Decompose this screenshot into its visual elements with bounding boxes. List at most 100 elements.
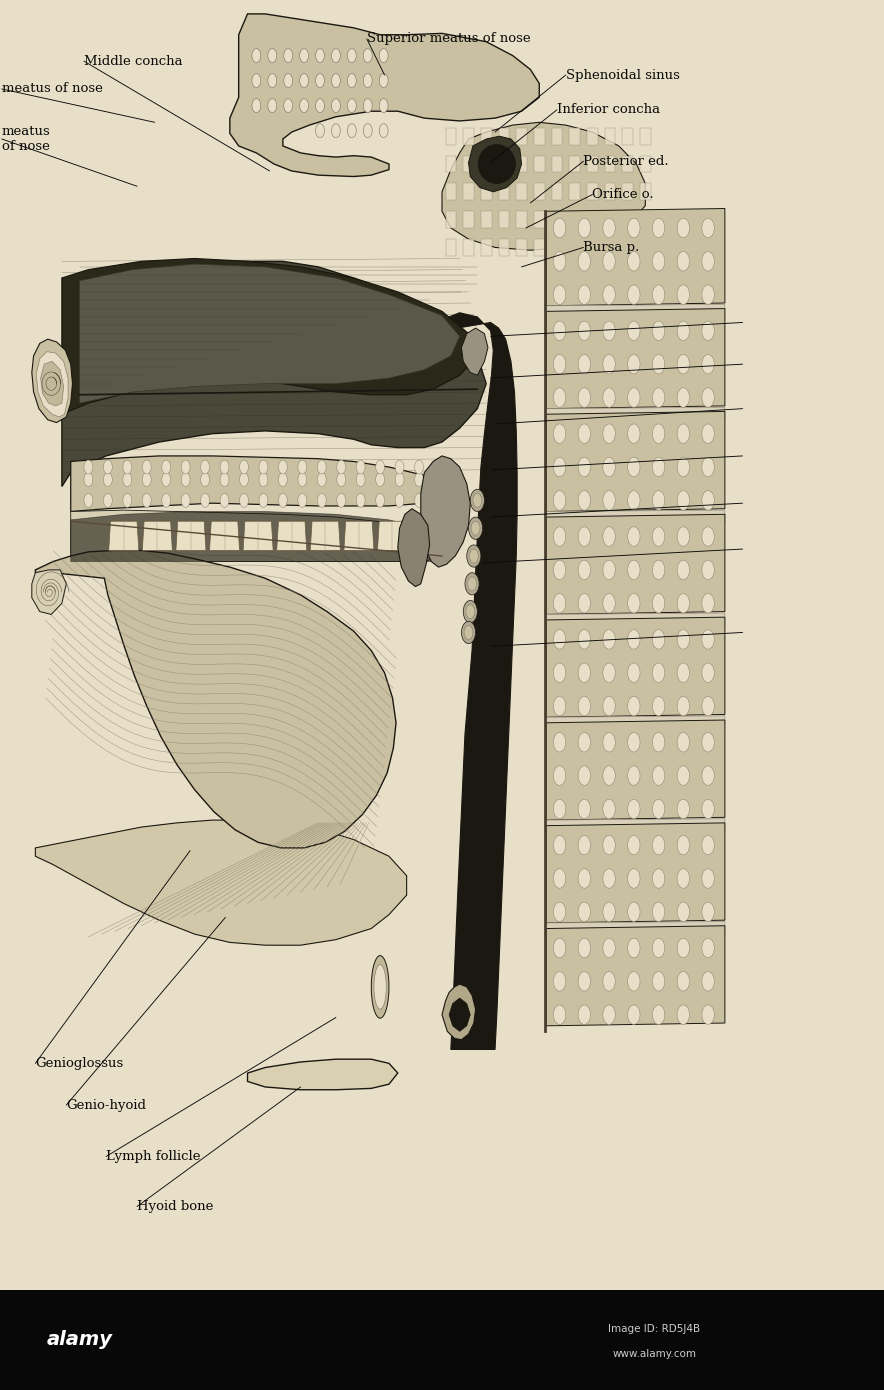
Circle shape	[332, 49, 340, 63]
Polygon shape	[546, 411, 725, 512]
Circle shape	[677, 424, 690, 443]
Circle shape	[578, 972, 591, 991]
Polygon shape	[499, 156, 509, 172]
Circle shape	[628, 766, 640, 785]
Polygon shape	[640, 239, 651, 256]
Circle shape	[284, 99, 293, 113]
Polygon shape	[569, 156, 580, 172]
Circle shape	[702, 972, 714, 991]
Circle shape	[603, 972, 615, 991]
Circle shape	[652, 457, 665, 477]
Polygon shape	[622, 183, 633, 200]
Circle shape	[628, 972, 640, 991]
Circle shape	[434, 460, 443, 474]
Polygon shape	[481, 156, 492, 172]
Circle shape	[628, 835, 640, 855]
Circle shape	[677, 1005, 690, 1024]
Circle shape	[677, 594, 690, 613]
Text: www.alamy.com: www.alamy.com	[612, 1348, 697, 1359]
Circle shape	[603, 835, 615, 855]
Polygon shape	[499, 239, 509, 256]
Circle shape	[347, 124, 356, 138]
Polygon shape	[569, 239, 580, 256]
Circle shape	[578, 321, 591, 341]
Circle shape	[553, 663, 566, 682]
Polygon shape	[605, 156, 615, 172]
Text: Hyoid bone: Hyoid bone	[137, 1200, 213, 1213]
Circle shape	[702, 527, 714, 546]
Circle shape	[702, 424, 714, 443]
Polygon shape	[622, 211, 633, 228]
Polygon shape	[442, 122, 645, 250]
Text: Orifice o.: Orifice o.	[592, 188, 654, 202]
Circle shape	[702, 457, 714, 477]
Circle shape	[415, 460, 423, 474]
Circle shape	[628, 799, 640, 819]
Circle shape	[677, 835, 690, 855]
Circle shape	[123, 493, 132, 507]
Circle shape	[628, 252, 640, 271]
Polygon shape	[552, 183, 562, 200]
Polygon shape	[552, 239, 562, 256]
Circle shape	[702, 938, 714, 958]
Polygon shape	[446, 239, 456, 256]
Circle shape	[181, 473, 190, 486]
Circle shape	[553, 1005, 566, 1024]
Polygon shape	[605, 128, 615, 145]
Circle shape	[553, 424, 566, 443]
Polygon shape	[36, 352, 68, 417]
Circle shape	[578, 733, 591, 752]
Circle shape	[268, 74, 277, 88]
Polygon shape	[446, 128, 456, 145]
Polygon shape	[516, 239, 527, 256]
Polygon shape	[640, 156, 651, 172]
Circle shape	[317, 473, 326, 486]
Polygon shape	[344, 521, 374, 550]
Polygon shape	[71, 456, 442, 512]
Circle shape	[652, 560, 665, 580]
Circle shape	[652, 938, 665, 958]
Circle shape	[677, 321, 690, 341]
Circle shape	[677, 902, 690, 922]
Circle shape	[465, 573, 479, 595]
Circle shape	[702, 799, 714, 819]
Circle shape	[702, 835, 714, 855]
Circle shape	[628, 696, 640, 716]
Circle shape	[252, 74, 261, 88]
Circle shape	[628, 321, 640, 341]
Circle shape	[268, 99, 277, 113]
Circle shape	[553, 527, 566, 546]
Circle shape	[252, 99, 261, 113]
Circle shape	[652, 663, 665, 682]
Text: Genioglossus: Genioglossus	[35, 1056, 124, 1070]
Circle shape	[603, 491, 615, 510]
Polygon shape	[230, 14, 539, 177]
Polygon shape	[481, 211, 492, 228]
Circle shape	[553, 938, 566, 958]
Polygon shape	[277, 521, 307, 550]
Polygon shape	[424, 313, 517, 1049]
Polygon shape	[243, 521, 273, 550]
Circle shape	[461, 621, 476, 644]
Polygon shape	[442, 984, 476, 1040]
Circle shape	[603, 733, 615, 752]
Polygon shape	[622, 156, 633, 172]
Polygon shape	[516, 128, 527, 145]
Circle shape	[332, 99, 340, 113]
Polygon shape	[176, 521, 206, 550]
Circle shape	[553, 457, 566, 477]
Circle shape	[473, 493, 482, 507]
Circle shape	[84, 493, 93, 507]
Circle shape	[300, 74, 309, 88]
Circle shape	[677, 354, 690, 374]
Circle shape	[284, 74, 293, 88]
Circle shape	[259, 473, 268, 486]
Polygon shape	[587, 183, 598, 200]
Circle shape	[466, 605, 475, 619]
Polygon shape	[546, 716, 725, 731]
Polygon shape	[481, 183, 492, 200]
Circle shape	[317, 460, 326, 474]
Circle shape	[300, 49, 309, 63]
Polygon shape	[80, 264, 460, 403]
Text: Superior meatus of nose: Superior meatus of nose	[367, 32, 530, 46]
